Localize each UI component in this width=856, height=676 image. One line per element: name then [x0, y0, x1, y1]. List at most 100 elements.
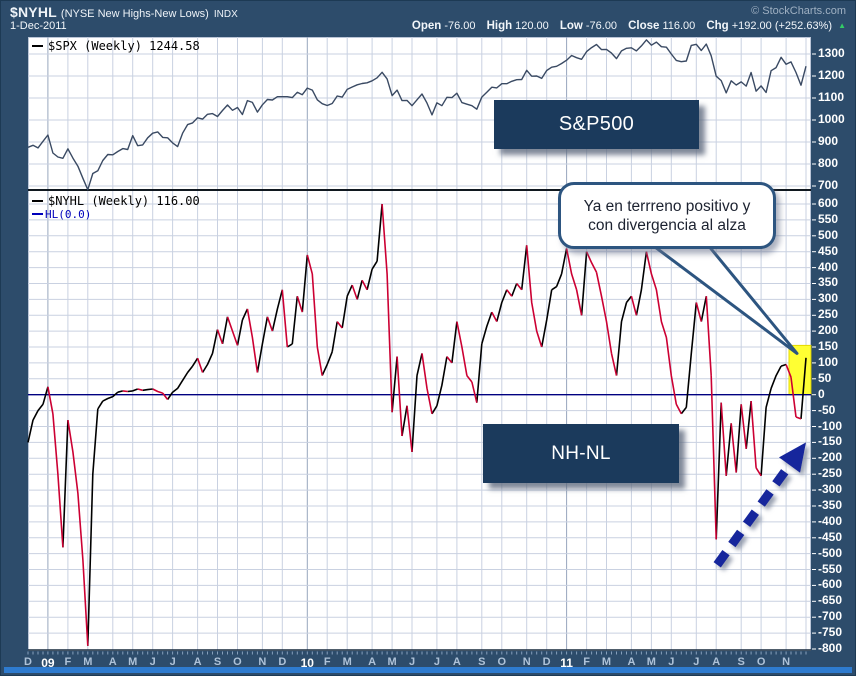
spx-ytick-label: 1300 — [818, 46, 845, 60]
symbol: $NYHL — [10, 4, 57, 20]
nyhl-ytick-label: -350 — [818, 497, 843, 512]
spx-ytick-label: 1000 — [818, 112, 845, 126]
month-label: M — [342, 656, 352, 668]
month-label: A — [108, 656, 117, 668]
hl-legend: HL(0.0) — [32, 208, 91, 221]
month-label: M — [128, 656, 138, 668]
spx-ytick-label: 800 — [818, 156, 839, 170]
month-label: A — [627, 656, 636, 668]
quote-low-value: -76.00 — [585, 20, 618, 32]
nyhl-ytick-label: -250 — [818, 466, 843, 481]
nyhl-ytick-label: -150 — [818, 434, 843, 449]
nyhl-ytick-label: 450 — [818, 243, 839, 258]
nyhl-ytick-label: 100 — [818, 354, 839, 369]
month-label: D — [24, 656, 32, 668]
month-label: A — [452, 656, 461, 668]
nyhl-legend-text: $NYHL (Weekly) 116.00 — [48, 194, 200, 208]
spx-legend-swatch — [32, 45, 43, 47]
quote-low-label: Low — [559, 20, 583, 32]
spx-ytick-label: 1100 — [818, 90, 845, 104]
nyhl-ytick-label: 200 — [818, 323, 839, 338]
month-label: A — [368, 656, 377, 668]
nyhl-ytick-label: 50 — [818, 370, 832, 385]
month-label: S — [478, 656, 486, 668]
nyhl-ytick-label: 350 — [818, 275, 839, 290]
month-label: 09 — [41, 656, 55, 670]
nyhl-ytick-label: -500 — [818, 545, 843, 560]
quote-open-label: Open — [411, 20, 442, 32]
quote-line: Open -76.00 High 120.00 Low -76.00 Close 116… — [404, 20, 846, 32]
nyhl-ytick-label: -300 — [818, 482, 843, 497]
quote-chg-label: Chg — [706, 20, 729, 32]
month-label: M — [387, 656, 397, 668]
nyhl-ytick-label: -600 — [818, 577, 843, 592]
month-label: A — [193, 656, 202, 668]
change-up-icon: ▲ — [838, 21, 846, 30]
nyhl-ytick-label: 150 — [818, 339, 839, 354]
month-label: J — [408, 656, 416, 668]
month-label: J — [668, 656, 675, 668]
month-label: A — [712, 656, 721, 668]
month-label: O — [233, 656, 242, 668]
quote-chg-value: +192.00 (+252.63%) — [731, 20, 833, 32]
month-label: D — [278, 656, 287, 668]
month-label: 10 — [300, 656, 314, 670]
symbol-description: (NYSE New Highs-New Lows) — [60, 8, 209, 20]
nyhl-ytick-label: 0 — [818, 386, 825, 401]
spx-ytick-label: 700 — [818, 178, 839, 192]
callout-bubble: Ya en terrreno positivo y con divergenci… — [558, 182, 776, 249]
quote-high-label: High — [486, 20, 513, 32]
nyhl-legend-swatch — [32, 200, 43, 202]
month-label: M — [601, 656, 612, 668]
bottom-bar — [4, 667, 852, 673]
month-label: S — [737, 656, 745, 668]
nyhl-ytick-label: -400 — [818, 513, 843, 528]
copyright: © StockCharts.com — [751, 5, 846, 17]
nhnl-annotation-text: NH-NL — [551, 442, 611, 464]
symbol-exchange: INDX — [213, 9, 238, 20]
nyhl-ytick-label: -750 — [818, 625, 843, 640]
nyhl-ytick-label: 300 — [818, 291, 839, 306]
header-row-symbol: $NYHL (NYSE New Highs-New Lows) INDX © Sto… — [10, 4, 846, 20]
month-label: N — [522, 656, 531, 668]
month-label: F — [64, 656, 72, 668]
month-label: J — [169, 656, 176, 668]
nyhl-ytick-label: -450 — [818, 529, 843, 544]
nhnl-annotation-box: NH-NL — [483, 424, 679, 483]
nyhl-ytick-label: -650 — [818, 593, 843, 608]
nyhl-ytick-label: -800 — [818, 641, 843, 655]
nyhl-ytick-label: -50 — [818, 402, 836, 417]
quote-close-label: Close — [628, 20, 660, 32]
spx-legend: $SPX (Weekly) 1244.58 — [32, 39, 200, 53]
nyhl-ytick-label: -200 — [818, 450, 843, 465]
month-label: M — [646, 656, 656, 668]
spx-legend-text: $SPX (Weekly) 1244.58 — [48, 39, 200, 53]
spx-annotation-text: S&P500 — [558, 113, 635, 135]
month-label: O — [756, 656, 766, 668]
hl-legend-swatch — [32, 213, 43, 215]
nyhl-ytick-label: -550 — [818, 561, 843, 576]
month-label: N — [782, 656, 791, 668]
callout-line2: con divergencia al alza — [588, 216, 746, 234]
month-label: S — [213, 656, 222, 668]
month-label: O — [497, 656, 507, 668]
month-label: M — [83, 656, 93, 668]
nyhl-ytick-label: 550 — [818, 211, 839, 226]
header-row-quote: 1-Dec-2011 Open -76.00 High 120.00 Low -76.… — [10, 20, 846, 34]
month-label: F — [583, 656, 590, 668]
quote-open-value: -76.00 — [444, 20, 476, 32]
spx-ytick-label: 1200 — [818, 68, 845, 82]
month-label: 11 — [560, 656, 573, 670]
month-label: F — [323, 656, 331, 668]
spx-ytick-label: 900 — [818, 134, 839, 148]
nyhl-ytick-label: -100 — [818, 418, 843, 433]
month-label: J — [149, 656, 156, 668]
nyhl-ytick-label: -700 — [818, 609, 843, 624]
quote-close-value: 116.00 — [662, 20, 696, 32]
spx-annotation-box: S&P500 — [494, 100, 699, 149]
month-label: D — [542, 656, 551, 668]
month-label: J — [693, 656, 700, 668]
nyhl-ytick-label: 250 — [818, 307, 839, 322]
month-label: J — [433, 656, 440, 668]
